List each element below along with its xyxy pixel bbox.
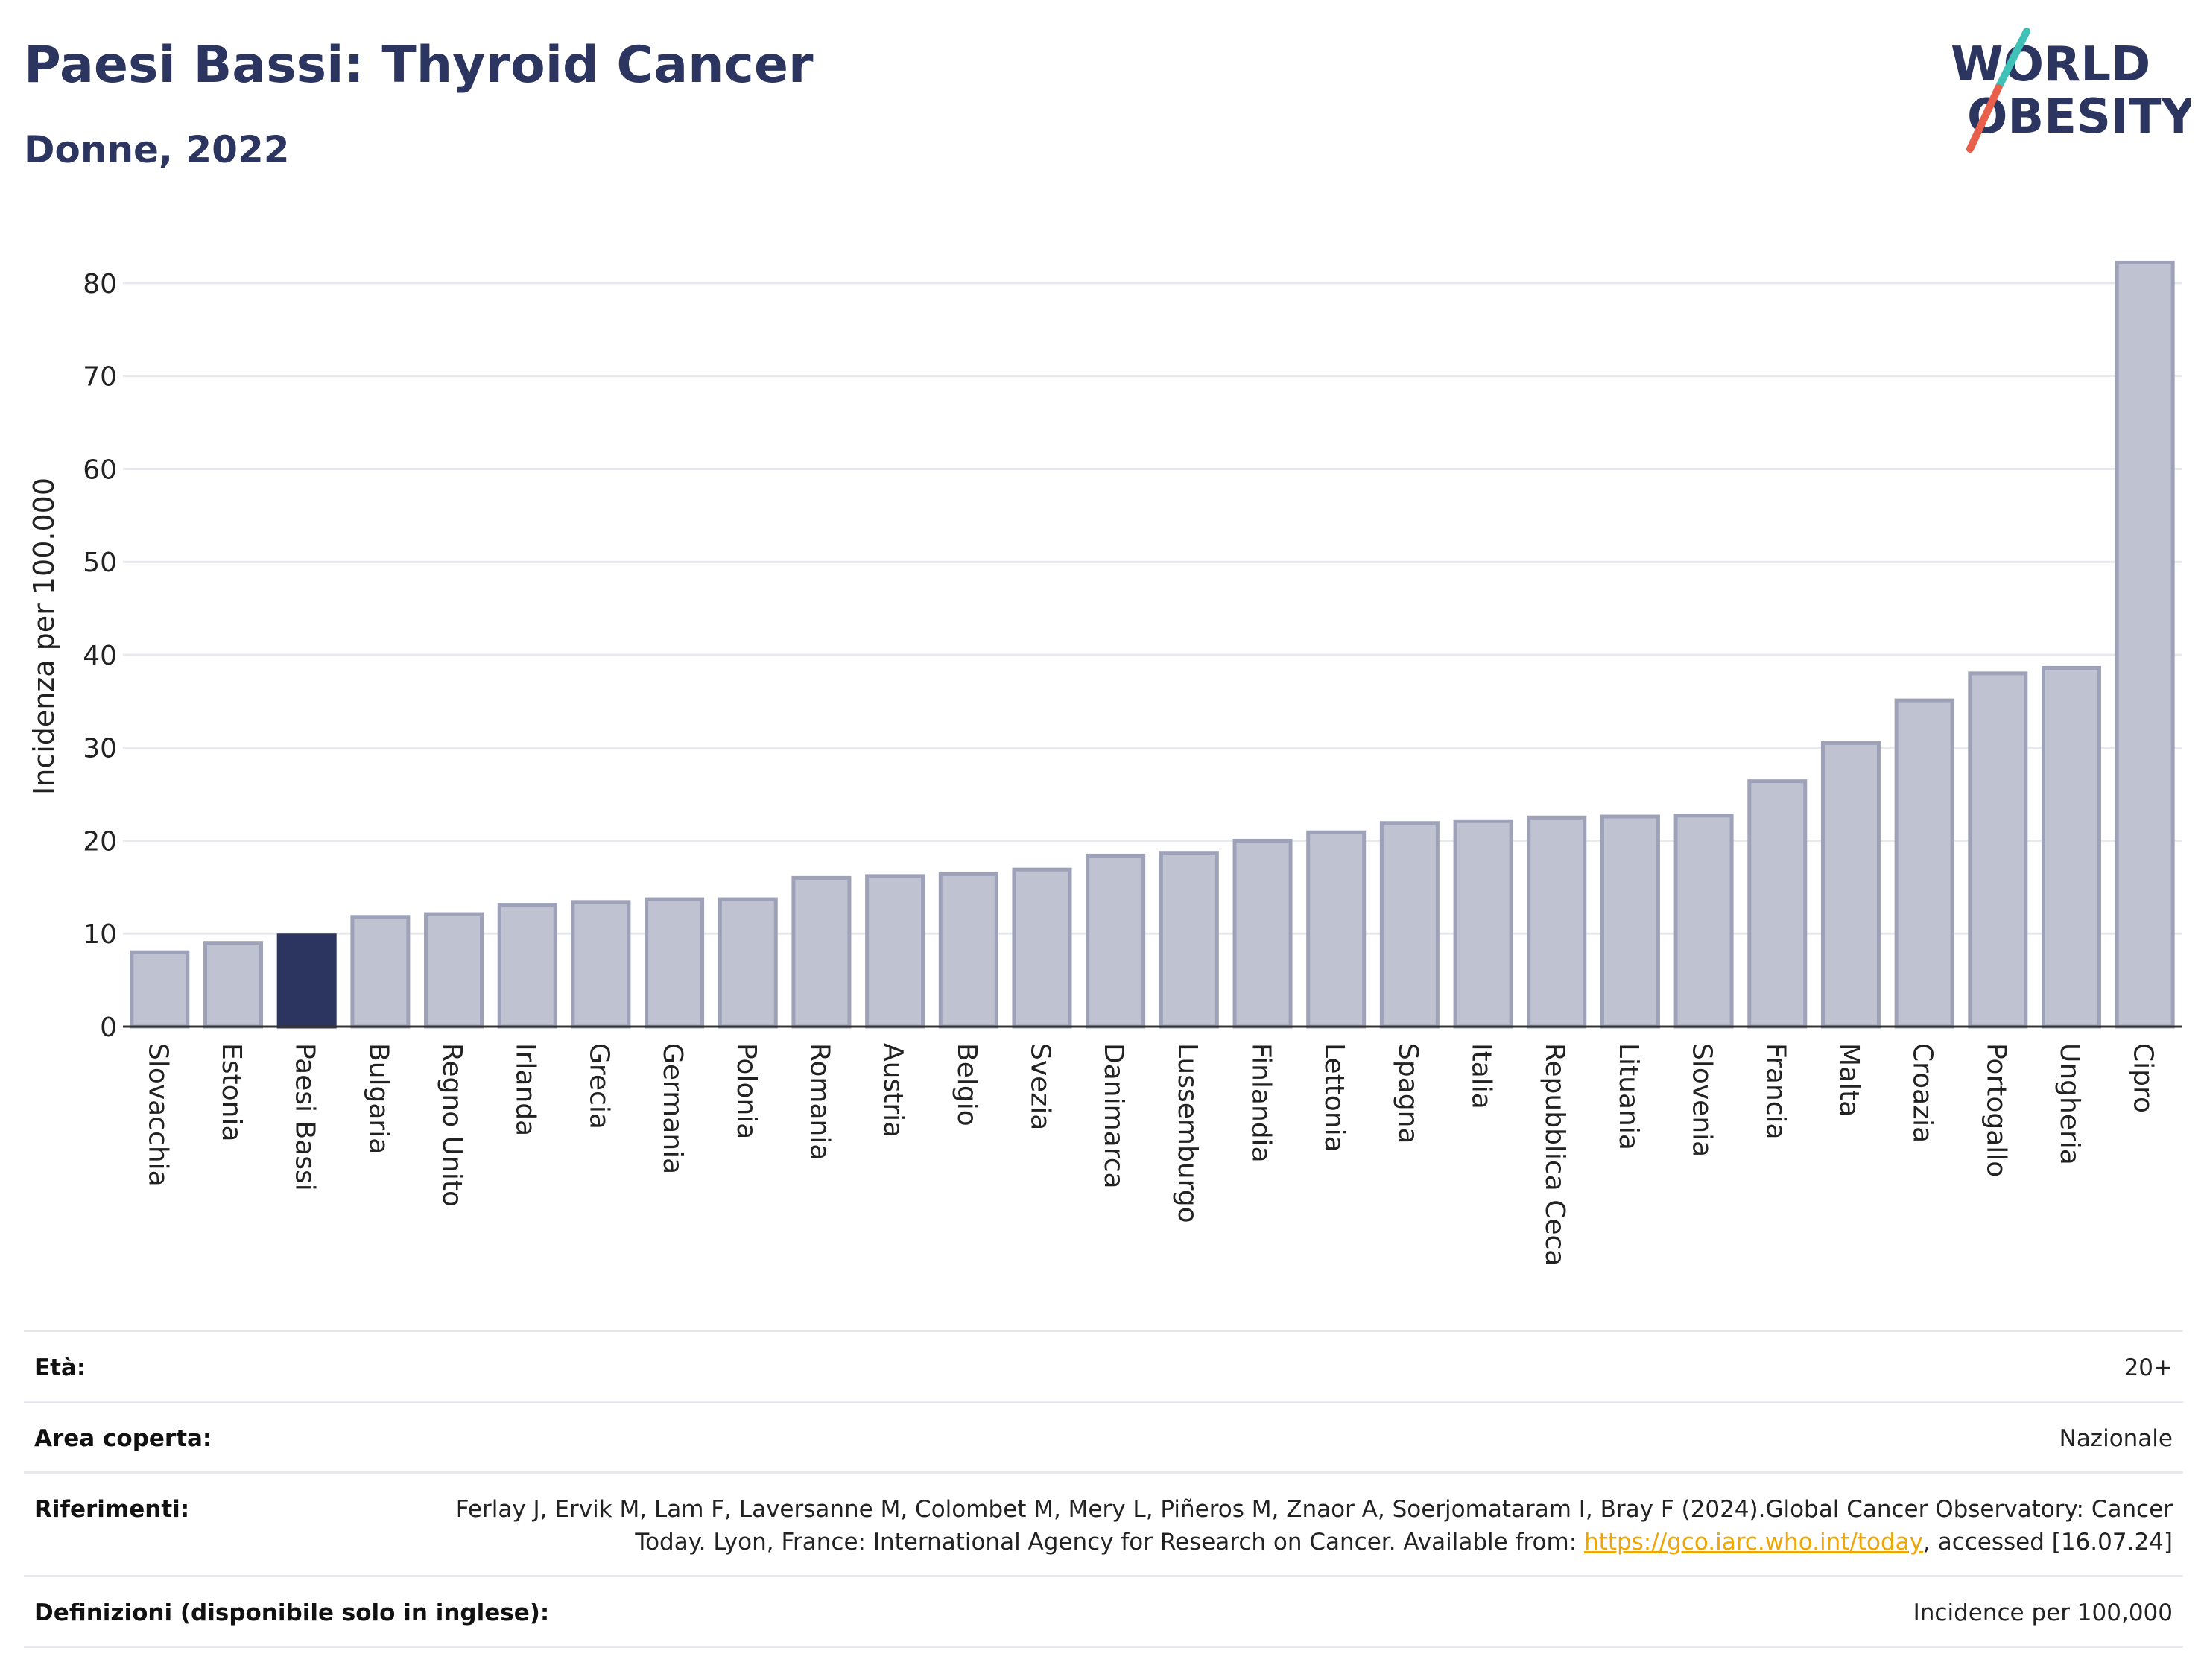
x-tick-label: Austria bbox=[878, 1043, 908, 1138]
bar-slovacchia bbox=[130, 950, 190, 1029]
bar-regno-unito bbox=[424, 912, 484, 1029]
bar-lussemburgo bbox=[1159, 851, 1219, 1029]
bar-lituania bbox=[1600, 814, 1660, 1029]
bar-slovenia bbox=[1673, 814, 1734, 1029]
chart-title: Paesi Bassi: Thyroid Cancer bbox=[24, 36, 814, 95]
x-tick-label: Francia bbox=[1760, 1043, 1790, 1140]
reference-accessed: , accessed [16.07.24] bbox=[1922, 1529, 2173, 1556]
logo-slash-teal bbox=[1995, 28, 2030, 92]
x-tick-label: Irlanda bbox=[510, 1043, 541, 1136]
x-tick-label: Estonia bbox=[216, 1043, 247, 1142]
y-tick-label: 40 bbox=[83, 641, 117, 671]
bar-polonia bbox=[718, 897, 778, 1029]
info-label-definitions: Definizioni (disponibile solo in inglese… bbox=[34, 1600, 550, 1626]
x-tick-label: Romania bbox=[804, 1043, 835, 1160]
bar-francia bbox=[1747, 779, 1808, 1029]
logo-slash-red bbox=[1966, 84, 2002, 153]
y-tick-label: 80 bbox=[83, 269, 117, 299]
info-value-area: Nazionale bbox=[2059, 1425, 2173, 1452]
info-row-references: Riferimenti: Ferlay J, Ervik M, Lam F, L… bbox=[24, 1471, 2183, 1575]
y-tick-label: 60 bbox=[83, 454, 117, 485]
info-row-age: Età: 20+ bbox=[24, 1330, 2183, 1401]
info-row-definitions: Definizioni (disponibile solo in inglese… bbox=[24, 1575, 2183, 1648]
x-tick-label: Portogallo bbox=[1980, 1043, 2011, 1177]
info-label-area: Area coperta: bbox=[34, 1425, 212, 1452]
info-value-references: Ferlay J, Ervik M, Lam F, Laversanne M, … bbox=[422, 1493, 2173, 1559]
x-tick-label: Spagna bbox=[1393, 1043, 1423, 1144]
reference-link[interactable]: https://gco.iarc.who.int/today bbox=[1584, 1529, 1923, 1556]
axis-layer: 0 10 20 30 40 50 60 70 80 Slovacchia Estonia Paesi … bbox=[83, 269, 2182, 1266]
logo-line1: WORLD bbox=[1951, 37, 2150, 92]
logo-line2: OBESITY bbox=[1967, 89, 2191, 145]
x-tick-label: Lussemburgo bbox=[1172, 1043, 1203, 1223]
bar-svezia bbox=[1012, 867, 1072, 1029]
x-tick-label: Slovacchia bbox=[142, 1043, 173, 1187]
x-tick-label: Italia bbox=[1466, 1043, 1497, 1109]
bar-finlandia bbox=[1232, 838, 1293, 1029]
x-tick-label: Bulgaria bbox=[363, 1043, 393, 1154]
bar-chart: 0 10 20 30 40 50 60 70 80 Slovacchia Estonia Paesi … bbox=[28, 260, 2182, 1266]
info-label-references: Riferimenti: bbox=[34, 1496, 190, 1523]
world-obesity-logo: WORLD OBESITY bbox=[1951, 28, 2191, 153]
bar-estonia bbox=[203, 941, 264, 1029]
x-tick-label: Paesi Bassi bbox=[290, 1043, 320, 1191]
reference-text: Ferlay J, Ervik M, Lam F, Laversanne M, … bbox=[455, 1496, 2173, 1556]
y-tick-label: 20 bbox=[83, 826, 117, 857]
bar-italia bbox=[1453, 819, 1513, 1029]
y-tick-label: 0 bbox=[100, 1012, 117, 1043]
x-tick-label: Polonia bbox=[731, 1043, 761, 1139]
bar-repubblica-ceca bbox=[1527, 815, 1587, 1029]
x-tick-label: Svezia bbox=[1025, 1043, 1055, 1130]
bar-paesi-bassi bbox=[276, 933, 337, 1029]
bar-austria bbox=[865, 874, 925, 1029]
bar-belgio bbox=[938, 872, 998, 1029]
x-tick-label: Regno Unito bbox=[437, 1043, 467, 1207]
y-tick-label: 10 bbox=[83, 919, 117, 950]
bar-irlanda bbox=[497, 903, 557, 1029]
y-tick-label: 30 bbox=[83, 734, 117, 764]
info-value-age: 20+ bbox=[2124, 1354, 2173, 1381]
bar-bulgaria bbox=[350, 915, 411, 1029]
bar-danimarca bbox=[1086, 853, 1146, 1029]
x-tick-label: Cipro bbox=[2128, 1043, 2159, 1113]
x-tick-label: Malta bbox=[1834, 1043, 1864, 1117]
info-row-area: Area coperta: Nazionale bbox=[24, 1401, 2183, 1471]
x-tick-label: Finlandia bbox=[1246, 1043, 1276, 1163]
info-table: Età: 20+ Area coperta: Nazionale Riferim… bbox=[24, 1330, 2183, 1648]
bar-germania bbox=[645, 897, 705, 1029]
bar-romania bbox=[791, 875, 852, 1029]
y-tick-label: 50 bbox=[83, 548, 117, 578]
bar-ungheria bbox=[2041, 665, 2101, 1029]
bar-croazia bbox=[1894, 698, 1954, 1029]
bar-cipro bbox=[2115, 260, 2175, 1029]
bar-grecia bbox=[571, 900, 631, 1029]
x-tick-label: Croazia bbox=[1907, 1043, 1938, 1143]
bars-layer bbox=[130, 260, 2175, 1029]
y-tick-label: 70 bbox=[83, 362, 117, 393]
bar-portogallo bbox=[1968, 671, 2028, 1029]
bar-malta bbox=[1820, 741, 1881, 1029]
info-label-age: Età: bbox=[34, 1354, 86, 1381]
x-tick-label: Germania bbox=[657, 1043, 688, 1174]
x-tick-label: Lituania bbox=[1613, 1043, 1644, 1150]
x-tick-label: Repubblica Ceca bbox=[1539, 1043, 1570, 1266]
bar-lettonia bbox=[1306, 830, 1367, 1029]
x-tick-label: Ungheria bbox=[2054, 1043, 2085, 1165]
bar-spagna bbox=[1379, 821, 1440, 1029]
x-tick-label: Grecia bbox=[583, 1043, 614, 1129]
x-tick-label: Lettonia bbox=[1319, 1043, 1349, 1153]
chart-subtitle: Donne, 2022 bbox=[24, 128, 290, 171]
x-tick-label: Belgio bbox=[951, 1043, 982, 1126]
y-axis-label: Incidenza per 100.000 bbox=[28, 478, 60, 795]
x-tick-label: Danimarca bbox=[1098, 1043, 1129, 1189]
x-tick-label: Slovenia bbox=[1687, 1043, 1717, 1157]
info-value-definitions: Incidence per 100,000 bbox=[1913, 1600, 2173, 1626]
